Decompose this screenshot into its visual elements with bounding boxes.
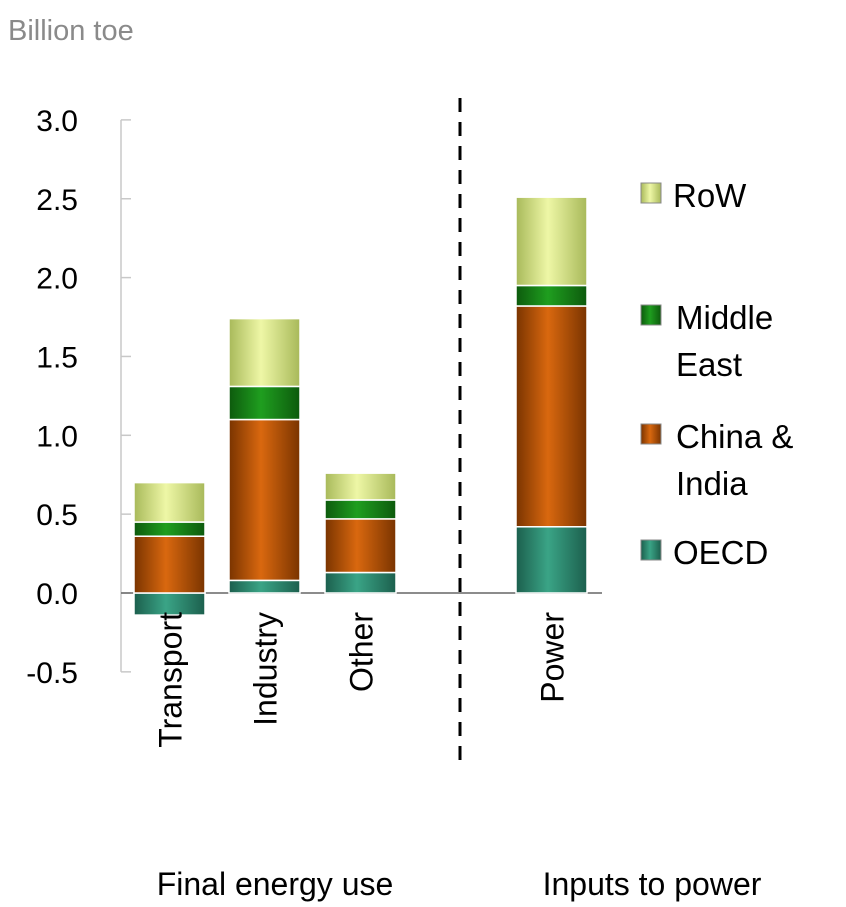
- legend-swatch-oecd: [640, 539, 662, 561]
- x-tick-label-other: Other: [344, 612, 380, 692]
- y-axis: 3.0 2.5 2.0 1.5 1.0 0.5 0.0 -0.5: [26, 105, 602, 690]
- y-tick-label: 0.0: [36, 578, 78, 611]
- x-tick-label-transport: Transport: [153, 612, 189, 748]
- bar-power-oecd: [515, 526, 588, 594]
- bar-transport-china-india: [133, 535, 206, 594]
- legend-label-row: RoW: [673, 177, 747, 214]
- legend-label-oecd: OECD: [673, 534, 768, 571]
- group-label-final-energy: Final energy use: [157, 866, 394, 902]
- bar-other-middle-east: [324, 499, 397, 520]
- bar-other-row: [324, 472, 397, 501]
- group-label-inputs-power: Inputs to power: [543, 866, 762, 902]
- legend-swatch-row: [640, 182, 662, 204]
- legend-swatch-china-india: [640, 423, 662, 445]
- y-axis-label: Billion toe: [8, 15, 134, 47]
- legend-label-middle-east-2: East: [676, 346, 742, 383]
- x-axis-labels: Transport Industry Other Power: [153, 612, 571, 748]
- x-tick-label-industry: Industry: [248, 612, 284, 726]
- bar-transport-middle-east: [133, 521, 206, 537]
- bar-industry-oecd: [228, 579, 301, 594]
- bar-industry-middle-east: [228, 385, 301, 421]
- bar-other-china-india: [324, 518, 397, 574]
- bar-industry-china-india: [228, 418, 301, 582]
- legend-swatch-middle-east: [640, 304, 662, 326]
- y-tick-label: 1.5: [36, 341, 78, 374]
- bar-transport-row: [133, 481, 206, 523]
- y-tick-label: 3.0: [36, 105, 78, 138]
- bar-other-oecd: [324, 571, 397, 594]
- legend-label-china-india-1: China &: [676, 418, 793, 455]
- bar-power-china-india: [515, 305, 588, 528]
- legend-label-middle-east-1: Middle: [676, 299, 773, 336]
- y-tick-label: 2.0: [36, 263, 78, 296]
- legend: RoW Middle East China & India OECD: [640, 177, 793, 571]
- bar-power-row: [515, 196, 588, 287]
- x-tick-label-power: Power: [535, 612, 571, 703]
- y-tick-label: 1.0: [36, 420, 78, 453]
- bar-transport-oecd: [133, 592, 206, 616]
- legend-label-china-india-2: India: [676, 465, 748, 502]
- y-tick-label: 0.5: [36, 499, 78, 532]
- bars: [133, 196, 588, 616]
- y-tick-label: 2.5: [36, 184, 78, 217]
- y-tick-label: -0.5: [26, 657, 78, 690]
- bar-industry-row: [228, 317, 301, 388]
- bar-power-middle-east: [515, 284, 588, 307]
